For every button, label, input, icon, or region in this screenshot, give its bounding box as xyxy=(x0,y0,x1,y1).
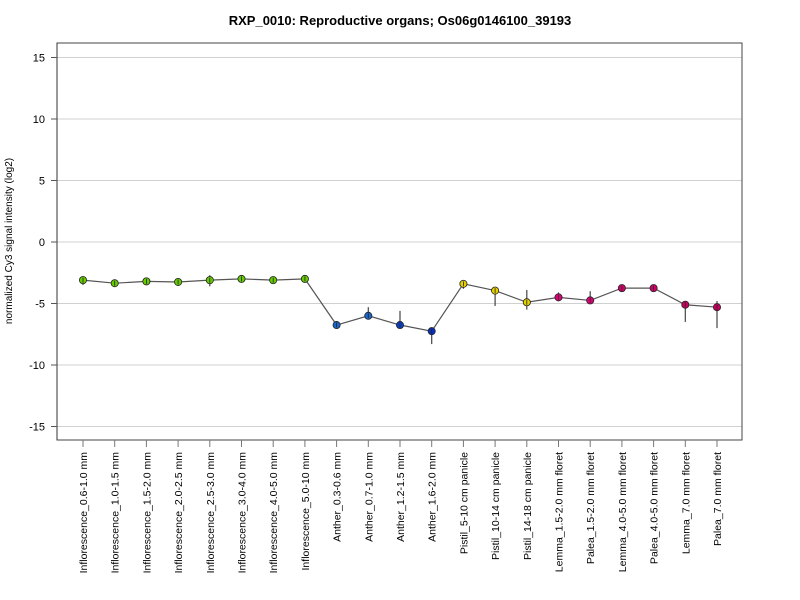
grid-lines xyxy=(57,57,742,427)
x-tick-label: Inflorescence_5.0-10 mm xyxy=(300,452,312,571)
y-tick-label: 5 xyxy=(39,176,45,188)
y-tick-label: -10 xyxy=(29,360,45,372)
x-tick-label: Inflorescence_2.0-2.5 mm xyxy=(173,452,185,574)
x-tick-label: Inflorescence_1.0-1.5 mm xyxy=(110,452,122,574)
x-tick-label: Palea_4.0-5.0 mm floret xyxy=(649,452,661,564)
y-axis-label: normalized Cy3 signal intensity (log2) xyxy=(4,158,15,324)
y-axis: 15 10 5 0 -5 -10 -15 xyxy=(29,43,58,440)
x-tick-label: Palea_1.5-2.0 mm floret xyxy=(585,452,597,564)
x-tick-label: Lemma_1.5-2.0 mm floret xyxy=(554,452,566,572)
x-tick-label: Inflorescence_4.0-5.0 mm xyxy=(268,452,280,574)
x-tick-label: Inflorescence_2.5-3.0 mm xyxy=(205,452,217,574)
chart-title: RXP_0010: Reproductive organs; Os06g0146… xyxy=(229,13,572,28)
data-points xyxy=(79,274,722,336)
x-tick-label: Anther_1.6-2.0 mm xyxy=(427,452,439,542)
x-tick-label: Lemma_7.0 mm floret xyxy=(680,452,692,554)
x-tick-label: Anther_0.3-0.6 mm xyxy=(332,452,344,542)
x-tick-label: Inflorescence_1.5-2.0 mm xyxy=(141,452,153,574)
x-tick-label: Inflorescence_0.6-1.0 mm xyxy=(78,452,90,574)
x-tick-label: Anther_1.2-1.5 mm xyxy=(395,452,407,542)
y-tick-label: 0 xyxy=(39,237,45,249)
x-tick-label: Pistil_14-18 cm panicle xyxy=(522,452,534,560)
y-tick-label: -15 xyxy=(29,422,45,434)
y-tick-label: -5 xyxy=(35,299,45,311)
x-tick-label: Pistil_5-10 cm panicle xyxy=(458,452,470,554)
x-tick-label: Palea_7.0 mm floret xyxy=(712,452,724,546)
y-tick-label: 15 xyxy=(33,53,45,65)
x-axis: Inflorescence_0.6-1.0 mm Inflorescence_1.… xyxy=(78,440,724,573)
x-tick-label: Anther_0.7-1.0 mm xyxy=(363,452,375,542)
x-tick-label: Lemma_4.0-5.0 mm floret xyxy=(617,452,629,572)
x-tick-label: Inflorescence_3.0-4.0 mm xyxy=(237,452,249,574)
x-tick-label: Pistil_10-14 cm panicle xyxy=(490,452,502,560)
y-tick-label: 10 xyxy=(33,114,45,126)
